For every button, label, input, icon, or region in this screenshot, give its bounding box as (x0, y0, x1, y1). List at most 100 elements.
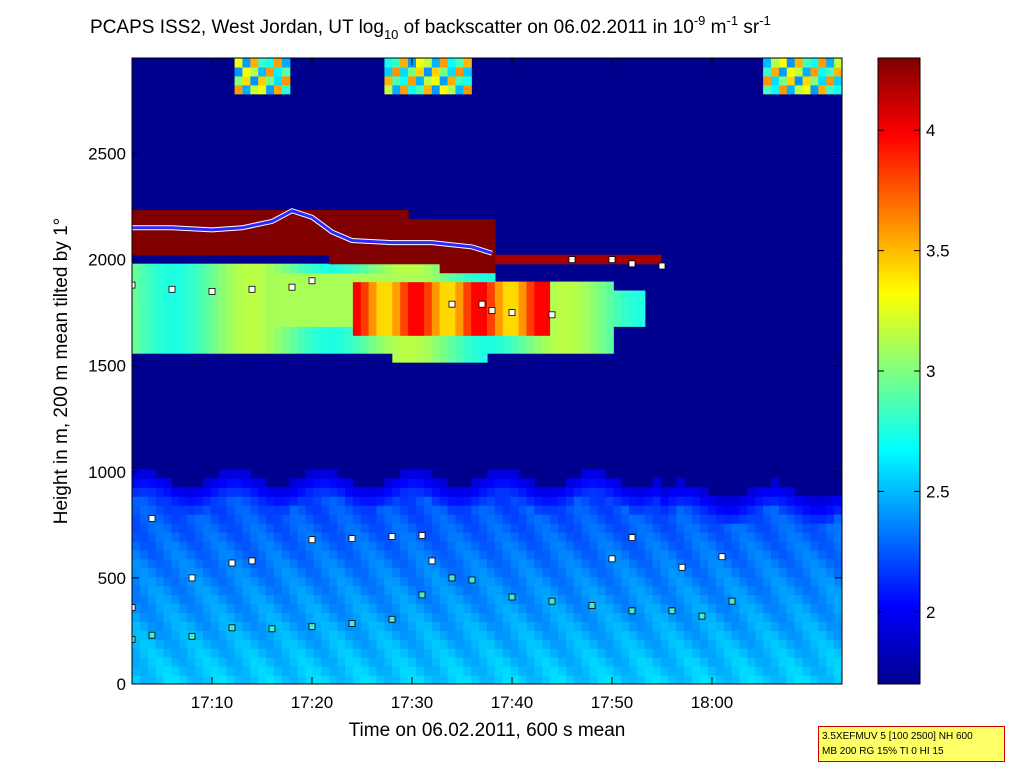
heatmap-cell (416, 272, 425, 283)
heatmap-cell (455, 75, 464, 86)
heatmap-cell (431, 344, 441, 354)
heatmap-cell (700, 657, 709, 667)
heatmap-cell (455, 514, 464, 524)
heatmap-cell (502, 585, 512, 596)
heatmap-cell (763, 576, 772, 587)
heatmap-cell (431, 576, 441, 587)
heatmap-cell (676, 603, 685, 614)
heatmap-cell (297, 263, 307, 274)
heatmap-cell (226, 630, 236, 640)
heatmap-cell (400, 549, 409, 560)
heatmap-cell (794, 540, 804, 551)
heatmap-cell (203, 326, 212, 336)
layer-marker (488, 307, 496, 314)
heatmap-cell (179, 639, 188, 649)
heatmap-cell (250, 487, 259, 497)
heatmap-cell (289, 639, 299, 649)
heatmap-cell (447, 263, 457, 274)
heatmap-cell (218, 487, 228, 497)
heatmap-cell (660, 549, 670, 560)
heatmap-cell (810, 505, 819, 515)
heatmap-cell (542, 648, 551, 658)
heatmap-cell (494, 558, 504, 569)
heatmap-cell (416, 523, 425, 533)
heatmap-cell (155, 326, 165, 336)
heatmap-cell (195, 639, 204, 649)
heatmap-cell (258, 344, 267, 354)
heatmap-cell (510, 326, 520, 336)
heatmap-cell (589, 657, 599, 667)
heatmap-cell (605, 630, 614, 640)
layer-marker (628, 534, 636, 541)
heatmap-cell (416, 299, 425, 309)
heatmap-cell (581, 558, 591, 569)
heatmap-cell (668, 558, 677, 569)
heatmap-cell (155, 540, 165, 551)
heatmap-cell (297, 299, 307, 309)
heatmap-cell (771, 639, 780, 649)
heatmap-cell (305, 344, 315, 354)
heatmap-cell (250, 648, 259, 658)
heatmap-cell (368, 514, 378, 524)
heatmap-cell (179, 281, 188, 292)
heatmap-cell (352, 657, 362, 667)
heatmap-cell (392, 344, 401, 354)
heatmap-cell (581, 540, 591, 551)
heatmap-cell (455, 66, 464, 77)
heatmap-cell (558, 496, 567, 506)
heatmap-cell (400, 281, 409, 292)
heatmap-cell (337, 505, 346, 515)
heatmap-cell (479, 514, 488, 524)
heatmap-cell (139, 487, 149, 497)
heatmap-cell (629, 594, 638, 605)
heatmap-cell (510, 487, 520, 497)
heatmap-cell (715, 540, 725, 551)
heatmap-cell (416, 567, 425, 578)
heatmap-cell (376, 254, 386, 265)
heatmap-cell (345, 478, 354, 488)
heatmap-cell (778, 657, 788, 667)
heatmap-cell (281, 299, 291, 309)
heatmap-cell (171, 576, 180, 587)
heatmap-cell (558, 281, 567, 292)
heatmap-cell (132, 523, 141, 533)
heatmap-cell (802, 648, 812, 658)
heatmap-cell (408, 523, 417, 533)
heatmap-cell (763, 558, 772, 569)
heatmap-cell (155, 245, 165, 256)
heatmap-cell (281, 487, 291, 497)
heatmap-cell (629, 585, 638, 596)
heatmap-cell (423, 496, 433, 506)
heatmap-cell (392, 317, 401, 327)
heatmap-cell (676, 657, 685, 667)
heatmap-cell (179, 335, 188, 345)
heatmap-cell (565, 585, 575, 596)
heatmap-cell (163, 245, 173, 256)
heatmap-cell (376, 648, 386, 658)
heatmap-cell (439, 585, 449, 596)
heatmap-cell (155, 531, 165, 542)
heatmap-cell (826, 594, 835, 605)
heatmap-cell (345, 567, 354, 578)
heatmap-cell (644, 594, 654, 605)
heatmap-cell (810, 666, 819, 676)
heatmap-cell (565, 594, 575, 605)
heatmap-cell (684, 540, 693, 551)
heatmap-cell (313, 558, 322, 569)
heatmap-cell (447, 505, 457, 515)
heatmap-cell (550, 540, 559, 551)
heatmap-cell (494, 648, 504, 658)
heatmap-cell (818, 666, 827, 676)
heatmap-cell (463, 675, 472, 684)
heatmap-cell (368, 281, 378, 292)
heatmap-cell (313, 648, 322, 658)
heatmap-cell (526, 523, 535, 533)
heatmap-cell (163, 585, 173, 596)
heatmap-cell (329, 210, 338, 220)
heatmap-cell (408, 514, 417, 524)
heatmap-cell (368, 612, 378, 622)
heatmap-cell (297, 236, 307, 247)
heatmap-cell (250, 317, 259, 327)
heatmap-cell (550, 621, 559, 631)
